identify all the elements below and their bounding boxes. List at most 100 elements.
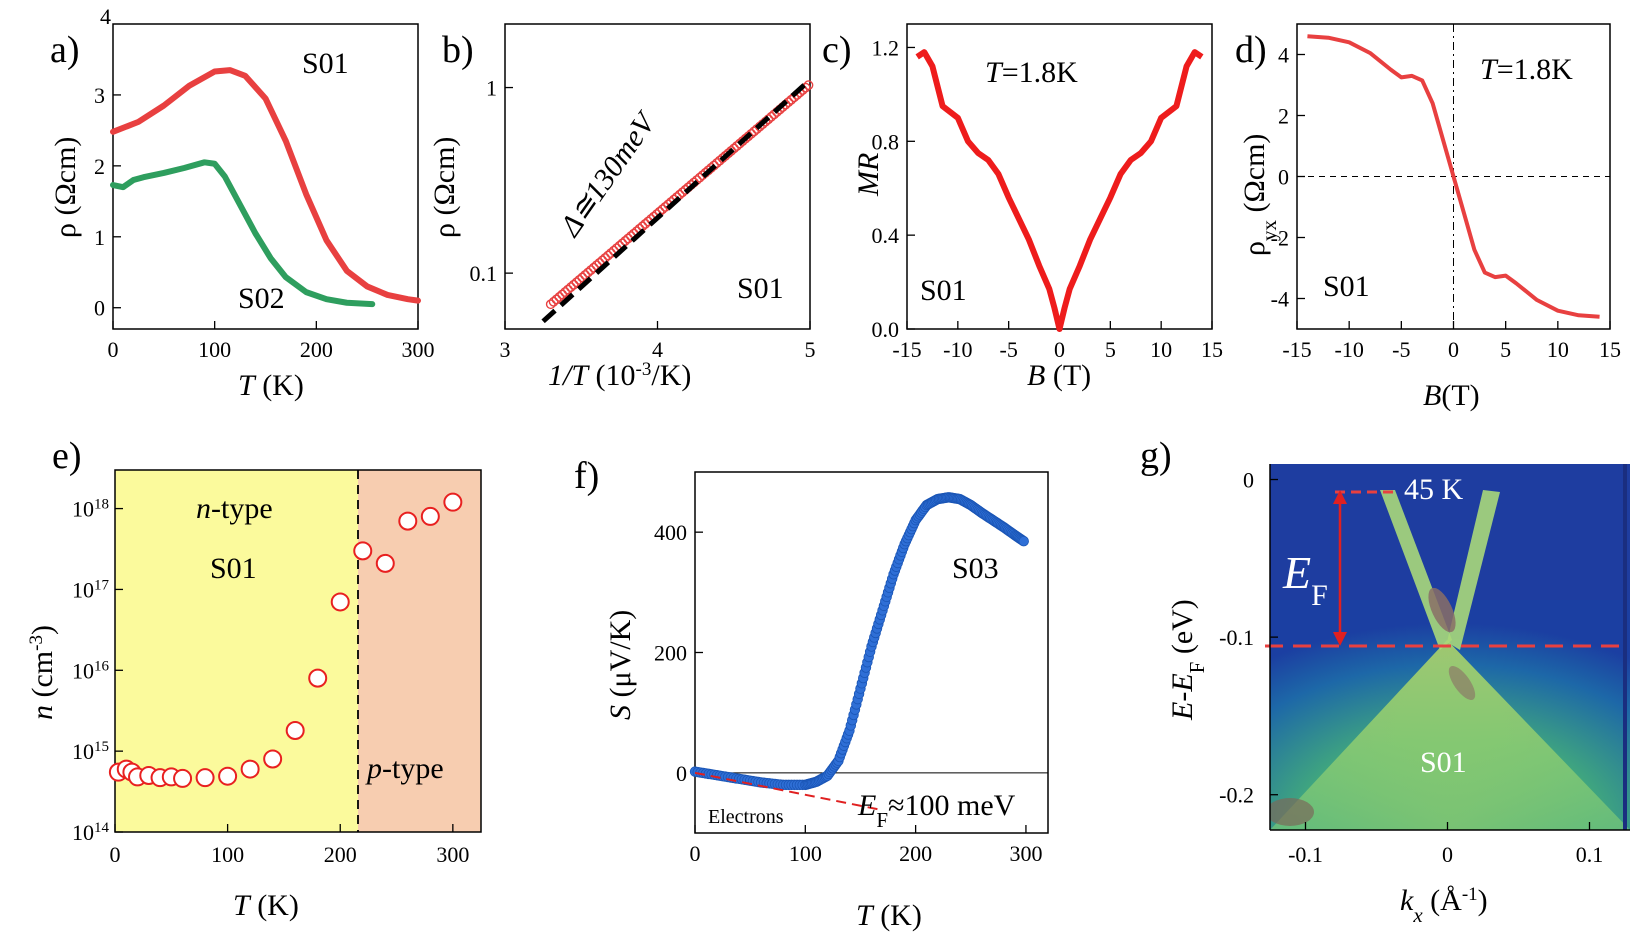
data-point: [580, 270, 591, 280]
panel-c-xtick-label: 5: [1105, 337, 1116, 362]
panel-a-xtick-label: 0: [108, 337, 119, 362]
panel-f-ef-label: EF≈100 meV: [857, 789, 1016, 832]
panel-e-ytick-label: 1018: [72, 497, 109, 522]
panel-f-xtick-label: 200: [899, 841, 932, 866]
panel-g-ylabel: E-EF (eV): [1166, 599, 1209, 721]
panel-d-ytick-label: -2: [1271, 226, 1289, 251]
data-point: [583, 267, 593, 278]
data-point: [711, 158, 722, 168]
panel-g-temp-label: 45 K: [1404, 473, 1464, 506]
panel-a-xlabel: T (K): [238, 369, 304, 402]
panel-c-ytick-label: 0.8: [872, 129, 900, 154]
data-point: [195, 768, 215, 788]
panel-a-s02-label: S02: [238, 282, 285, 315]
data-point: [571, 277, 582, 288]
electrons-label: Electrons: [708, 806, 784, 828]
panel-g-sample-label: S01: [1420, 746, 1467, 779]
panel-g-ytick-label: -0.2: [1219, 783, 1254, 808]
data-point: [548, 296, 559, 307]
panel-c-xlabel: B (T): [1027, 359, 1091, 392]
panel-f-sample-label: S03: [952, 552, 999, 585]
data-point: [726, 145, 737, 156]
panel-c-xtick-label: -5: [1000, 337, 1018, 362]
p-type-region: [358, 470, 481, 832]
panel-d-ytick-label: -4: [1271, 287, 1289, 312]
panel-g-ytick-label: -0.1: [1219, 625, 1254, 650]
panel-c-ytick-label: 0.0: [872, 317, 900, 342]
data-point: [577, 272, 588, 283]
panel-g-letter: g): [1140, 435, 1172, 477]
panel-e-ytick-label: 1014: [72, 820, 110, 845]
data-point: [330, 592, 350, 612]
panel-g-xtick-label: 0.1: [1576, 842, 1604, 867]
data-point: [786, 94, 797, 105]
panel-a-xtick-label: 300: [402, 337, 435, 362]
panel-f-ytick-label: 400: [654, 520, 687, 545]
panel-a-ytick-label: 3: [94, 83, 105, 108]
panel-a-ytick-label: 4: [100, 4, 111, 29]
panel-e-xtick-label: 100: [211, 842, 244, 867]
panel-c-xtick-label: 0: [1054, 337, 1065, 362]
panel-b-xtick-label: 5: [805, 337, 816, 362]
panel-c-xtick-label: 10: [1150, 337, 1172, 362]
series-rhoyx-line: [1307, 34, 1600, 319]
data-point: [749, 126, 759, 137]
panel-f-xtick-label: 100: [789, 841, 822, 866]
panel-c-xtick-label: -15: [892, 337, 921, 362]
panel-b-xtick-label: 4: [652, 337, 663, 362]
data-point: [557, 289, 568, 300]
panel-a-ytick-label: 0: [94, 296, 105, 321]
panel-d-sample-label: S01: [1323, 270, 1370, 303]
ef-arrow-head-bottom: [1333, 632, 1347, 646]
panel-f-ytick-label: 200: [654, 641, 687, 666]
panel-b-xlabel: 1/T (10-3/K): [548, 359, 691, 393]
data-point: [588, 262, 599, 273]
data-point: [568, 279, 579, 290]
panel-d-ytick-label: 4: [1278, 43, 1289, 68]
panel-a: 0 100 200 300 0 1 2 3 4 a) S01 S02 ρ (Ωcm) T (K): [49, 4, 435, 402]
panel-f-letter: f): [574, 455, 599, 497]
data-point: [560, 287, 570, 297]
panel-a-ytick-label: 2: [94, 154, 105, 179]
series-mr-line: [915, 49, 1204, 332]
panel-c-letter: c): [822, 29, 852, 71]
panel-c-sample-label: S01: [920, 274, 967, 307]
panel-f-xtick-label: 300: [1009, 841, 1042, 866]
panel-g-xlabel: kx (Å-1): [1400, 884, 1488, 928]
data-point: [574, 274, 585, 285]
data-point: [591, 260, 602, 271]
panel-e-xtick-label: 0: [110, 842, 121, 867]
panel-d-letter: d): [1235, 29, 1267, 71]
data-point: [563, 284, 573, 295]
panel-d: -15 -10 -5 0 5 10 15 -4 -2 0 2 4 d) T=1.8K S01 ρyx …: [1235, 23, 1621, 412]
data-point: [353, 541, 373, 561]
panel-c-xtick-label: -10: [943, 337, 972, 362]
panel-e-sample-label: S01: [210, 552, 257, 585]
panel-b-ytick-label: 1: [486, 76, 497, 101]
panel-c-xtick-label: 15: [1201, 337, 1223, 362]
panel-a-ytick-label: 1: [94, 225, 105, 250]
data-point: [308, 668, 328, 688]
panel-e-frame: [114, 469, 482, 833]
panel-g-ef-label: EF: [1282, 547, 1328, 612]
panel-b-ytick-label: 0.1: [470, 261, 498, 286]
panel-a-frame: [112, 23, 419, 330]
panel-d-temp-label: T=1.8K: [1480, 53, 1573, 86]
panel-f-ytick-label: 0: [676, 761, 687, 786]
panel-b-sample-label: S01: [737, 272, 784, 305]
data-point: [657, 204, 668, 215]
panel-b-ylabel: ρ (Ωcm): [428, 137, 461, 238]
data-point: [737, 136, 748, 147]
panel-d-xtick-label: 5: [1500, 337, 1511, 362]
panel-c-ytick-label: 0.4: [872, 223, 900, 248]
panel-e-xlabel: T (K): [233, 889, 299, 922]
panel-d-xtick-label: 0: [1448, 337, 1459, 362]
fit-line: [541, 78, 812, 324]
panel-d-xtick-label: -10: [1335, 337, 1364, 362]
panel-e-ytick-label: 1015: [72, 739, 109, 764]
panel-d-xtick-label: 10: [1547, 337, 1569, 362]
series-s01-line: [110, 67, 421, 304]
panel-d-ylabel: ρyx (Ωcm): [1238, 134, 1281, 256]
panel-b-xtick-label: 3: [500, 337, 511, 362]
